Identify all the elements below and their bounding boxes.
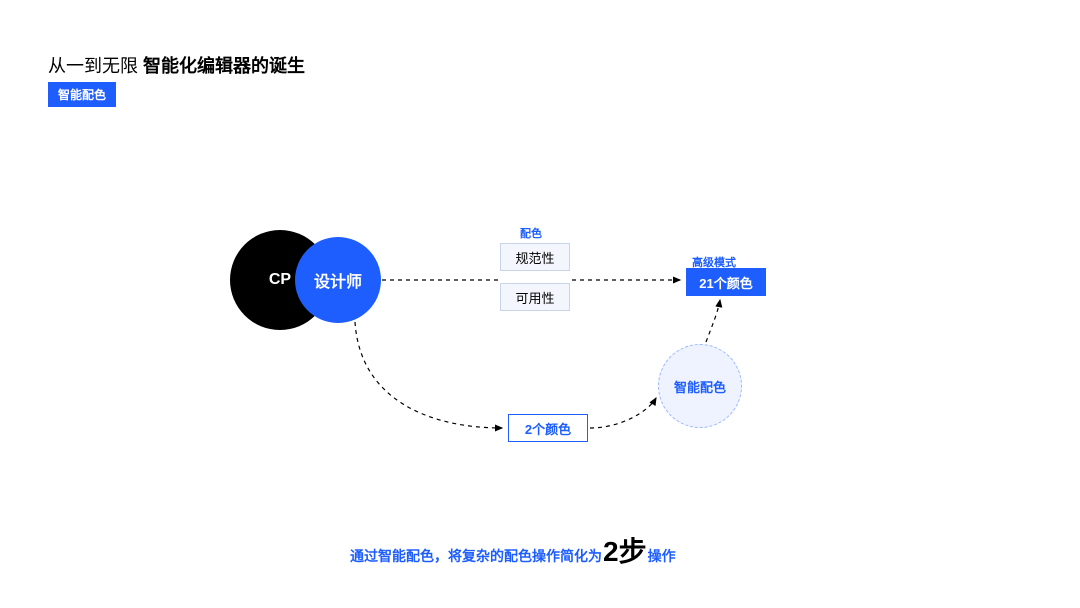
page-title: 从一到无限 智能化编辑器的诞生 xyxy=(48,52,305,78)
box-2-colors: 2个颜色 xyxy=(508,414,588,442)
title-light: 从一到无限 xyxy=(48,56,143,76)
caption-post: 操作 xyxy=(648,546,676,566)
caption: 通过智能配色，将复杂的配色操作简化为 2步 操作 xyxy=(350,538,676,566)
caption-big: 2步 xyxy=(603,538,647,566)
box-usability: 可用性 xyxy=(500,283,570,311)
circle-smart-color: 智能配色 xyxy=(658,344,742,428)
box-normativity: 规范性 xyxy=(500,243,570,271)
title-bold: 智能化编辑器的诞生 xyxy=(143,56,305,76)
caption-pre: 通过智能配色，将复杂的配色操作简化为 xyxy=(350,546,602,566)
box-21-colors: 21个颜色 xyxy=(686,268,766,296)
badge-smart-color: 智能配色 xyxy=(48,82,116,107)
arrow-designer-to-2colors xyxy=(355,322,502,428)
arrow-2colors-to-smartcolor xyxy=(590,398,656,428)
circle-designer: 设计师 xyxy=(295,237,381,323)
slide: 从一到无限 智能化编辑器的诞生 智能配色 CP 设计师 配色 高级模式 规范性 … xyxy=(0,0,1080,608)
circle-cp-label: CP xyxy=(269,271,291,289)
label-config: 配色 xyxy=(520,225,542,241)
circle-designer-label: 设计师 xyxy=(314,268,362,292)
arrow-smartcolor-to-21colors xyxy=(706,300,720,342)
